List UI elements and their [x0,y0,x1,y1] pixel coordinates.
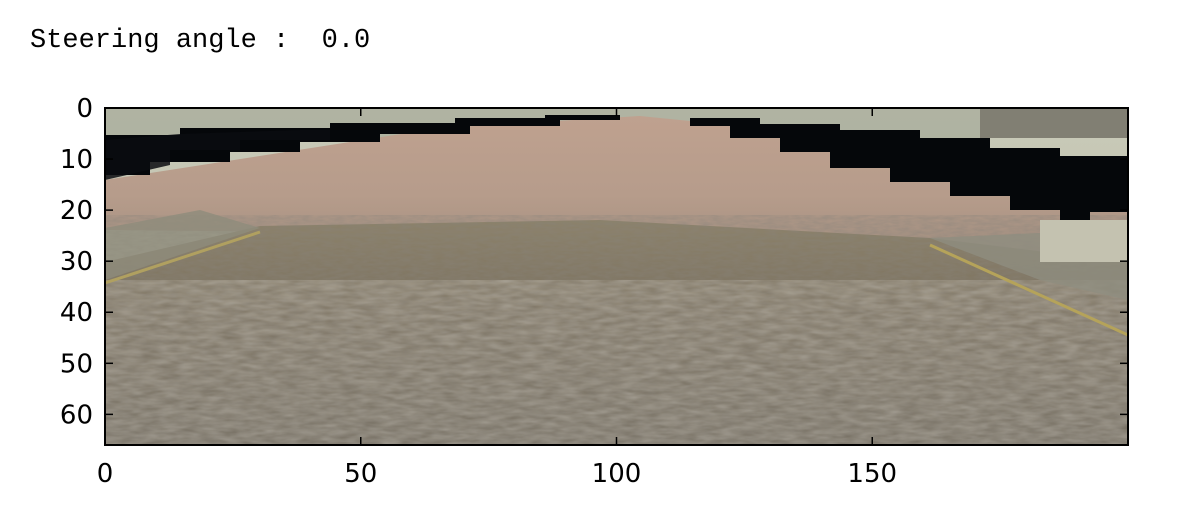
y-tick-label: 10 [60,145,93,175]
y-tick-label: 40 [60,298,93,328]
x-tick-label: 100 [592,459,642,489]
x-tick-label: 150 [847,459,897,489]
camera-image [105,108,1128,445]
y-tick-label: 20 [60,196,93,226]
x-tick-label: 50 [344,459,377,489]
x-tick-label: 0 [97,459,114,489]
y-tick-label: 60 [60,400,93,430]
steering-value: 0.0 [321,26,371,56]
tick-marks [104,107,1128,445]
y-tick-label: 50 [60,349,93,379]
steering-label: Steering angle : [30,26,290,56]
y-tick-label: 30 [60,247,93,277]
output-text: Steering angle : 0.0 [30,26,370,56]
tick-labels: 0 50 100 150 0 10 20 30 40 50 60 [60,94,897,489]
y-tick-label: 0 [76,94,93,124]
